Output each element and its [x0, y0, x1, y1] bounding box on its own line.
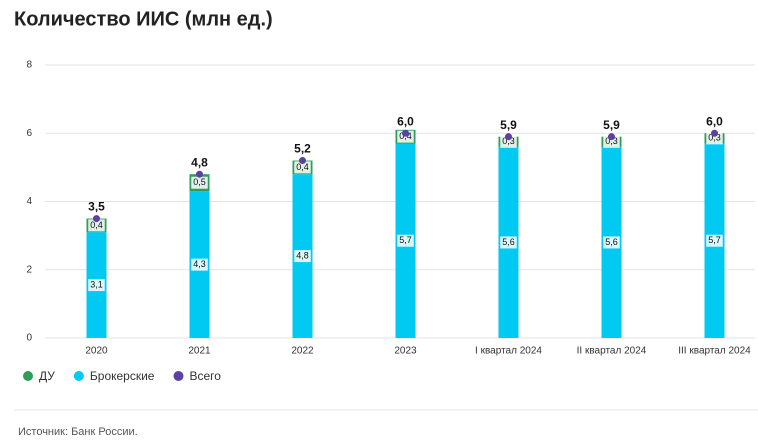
value-label: 5,7: [399, 235, 412, 245]
x-tick-label: III квартал 2024: [678, 346, 751, 357]
value-label-bg: [603, 135, 620, 148]
legend-label: ДУ: [39, 369, 55, 383]
total-point: [93, 215, 100, 223]
value-label: 4,8: [296, 250, 309, 260]
total-label: 5,9: [500, 118, 517, 132]
y-tick-label: 4: [26, 196, 32, 207]
value-label: 5,7: [708, 235, 721, 245]
legend-marker: [23, 371, 33, 381]
value-label: 0,5: [193, 177, 206, 187]
value-label-bg: [88, 219, 105, 232]
value-label-bg: [88, 279, 105, 292]
total-label: 4,8: [191, 155, 208, 169]
x-tick-label: I квартал 2024: [475, 346, 542, 357]
legend-marker: [73, 371, 84, 381]
legend-label: Всего: [189, 369, 221, 383]
total-label: 5,9: [603, 118, 620, 132]
x-tick-label: 2022: [291, 346, 314, 357]
total-point: [608, 133, 615, 141]
legend-label: Брокерские: [90, 369, 155, 383]
y-tick-label: 0: [26, 333, 32, 344]
total-point: [196, 170, 203, 178]
x-tick-label: 2021: [188, 346, 211, 357]
total-point: [505, 133, 512, 141]
value-label-bg: [706, 132, 723, 145]
total-label: 5,2: [294, 142, 311, 156]
chart-title: Количество ИИС (млн ед.): [14, 8, 273, 30]
total-label: 6,0: [706, 114, 723, 128]
y-tick-label: 6: [26, 128, 32, 139]
y-tick-label: 2: [26, 264, 32, 275]
value-label-bg: [706, 234, 723, 247]
value-label: 0,3: [502, 136, 515, 146]
value-label-bg: [500, 135, 517, 148]
value-label: 4,3: [193, 259, 206, 269]
value-label: 0,4: [296, 162, 309, 172]
value-label-bg: [294, 250, 311, 263]
source: Источник: Банк России.: [18, 426, 138, 438]
total-point: [402, 129, 409, 137]
value-label: 0,3: [708, 133, 721, 143]
value-label: 5,6: [605, 237, 618, 247]
x-tick-label: 2020: [85, 346, 108, 357]
total-label: 3,5: [88, 200, 105, 214]
value-label: 3,1: [90, 279, 103, 289]
x-tick-label: 2023: [394, 346, 417, 357]
value-label-bg: [603, 236, 620, 249]
value-label-bg: [500, 236, 517, 249]
x-tick-label: II квартал 2024: [577, 346, 647, 357]
value-label-bg: [191, 258, 208, 271]
value-label: 0,3: [605, 136, 618, 146]
value-label: 5,6: [502, 237, 515, 247]
value-label-bg: [397, 234, 414, 247]
total-label: 6,0: [397, 114, 414, 128]
value-label: 0,4: [90, 220, 103, 230]
y-tick-label: 8: [26, 60, 32, 71]
total-point: [299, 157, 306, 165]
value-label-bg: [191, 176, 208, 189]
legend-marker: [173, 371, 184, 381]
total-point: [711, 129, 718, 137]
value-label-bg: [294, 161, 311, 174]
